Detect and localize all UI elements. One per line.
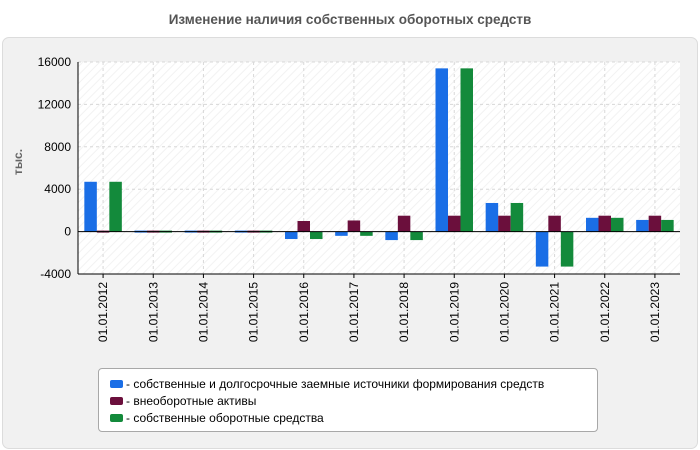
x-tick-label: 01.01.2016 [297, 282, 311, 342]
bar-2-01.01.2017 [347, 220, 361, 232]
bar-2-01.01.2021 [548, 215, 561, 232]
y-tick-label: 8000 [44, 140, 71, 154]
y-tick-label: 16000 [38, 55, 72, 69]
legend-item-noncurrent-assets: - внеоборотные активы [99, 392, 597, 409]
bar-3-01.01.2012 [109, 181, 122, 232]
bar-3-01.01.2018 [410, 231, 423, 241]
bar-2-01.01.2016 [297, 221, 310, 232]
x-tick-label: 01.01.2018 [397, 282, 411, 342]
x-tick-label: 01.01.2022 [598, 282, 612, 342]
bar-1-01.01.2012 [84, 181, 97, 232]
x-tick-label: 01.01.2014 [196, 282, 210, 342]
bar-3-01.01.2021 [560, 231, 574, 267]
bar-3-01.01.2020 [510, 202, 524, 232]
x-tick-label: 01.01.2017 [347, 282, 361, 342]
bar-3-01.01.2016 [310, 231, 323, 240]
axes [77, 62, 680, 278]
bar-3-01.01.2022 [611, 217, 624, 232]
legend-label-sources: - собственные и долгосрочные заемные ист… [126, 376, 545, 391]
bar-1-01.01.2019 [435, 68, 448, 232]
bar-1-01.01.2020 [485, 202, 499, 232]
bar-2-01.01.2022 [598, 215, 611, 232]
legend-item-sources: - собственные и долгосрочные заемные ист… [99, 375, 597, 392]
y-tick-label: -4000 [40, 267, 71, 281]
x-tick-label: 01.01.2020 [497, 282, 511, 342]
y-tick-label: 4000 [44, 182, 71, 196]
x-tick-label: 01.01.2019 [447, 282, 461, 342]
chart-title: Изменение наличия собственных оборотных … [168, 12, 532, 27]
legend-label-noncurrent-assets: - внеоборотные активы [126, 393, 257, 408]
bar-1-01.01.2023 [636, 219, 649, 232]
bar-2-01.01.2019 [448, 215, 461, 232]
legend-swatch-sources [110, 379, 123, 388]
bar-2-01.01.2023 [648, 215, 662, 232]
bar-1-01.01.2021 [535, 231, 549, 267]
y-tick-label: 12000 [38, 97, 72, 111]
y-tick-label: 0 [64, 225, 71, 239]
bar-3-01.01.2019 [460, 68, 473, 232]
x-tick-label: 01.01.2015 [247, 282, 261, 342]
bar-3-01.01.2017 [360, 231, 373, 236]
x-tick-label: 01.01.2013 [146, 282, 160, 342]
bar-1-01.01.2016 [285, 231, 298, 240]
bar-1-01.01.2018 [385, 231, 398, 241]
x-tick-label: 01.01.2021 [548, 282, 562, 342]
bar-1-01.01.2022 [586, 217, 599, 232]
y-axis-label: тыс. [11, 149, 25, 175]
legend-label-working-capital: - собственные оборотные средства [126, 410, 324, 425]
bar-2-01.01.2018 [397, 215, 411, 232]
x-tick-label: 01.01.2012 [96, 282, 110, 342]
bar-1-01.01.2017 [335, 231, 348, 236]
bar-3-01.01.2023 [661, 219, 674, 232]
x-tick-label: 01.01.2023 [648, 282, 662, 342]
plot-area [78, 62, 680, 274]
gridlines [78, 61, 680, 274]
axis-labels: -4000 0 4000 8000 12000 16000 01.01.2012 01.01.… [38, 55, 662, 342]
legend-swatch-working-capital [110, 413, 123, 422]
legend-swatch-noncurrent-assets [110, 396, 123, 405]
bar-2-01.01.2020 [498, 215, 511, 232]
legend-item-working-capital: - собственные оборотные средства [99, 409, 597, 426]
legend: - собственные и долгосрочные заемные ист… [98, 368, 598, 432]
